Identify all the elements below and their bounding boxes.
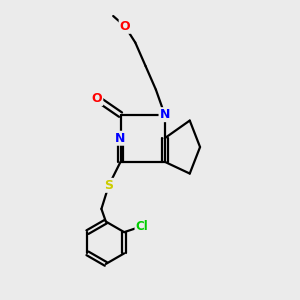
- Text: O: O: [92, 92, 102, 105]
- Text: S: S: [104, 179, 113, 192]
- Text: N: N: [160, 108, 170, 121]
- Text: N: N: [116, 132, 126, 145]
- Text: O: O: [120, 20, 130, 33]
- Text: Cl: Cl: [136, 220, 148, 233]
